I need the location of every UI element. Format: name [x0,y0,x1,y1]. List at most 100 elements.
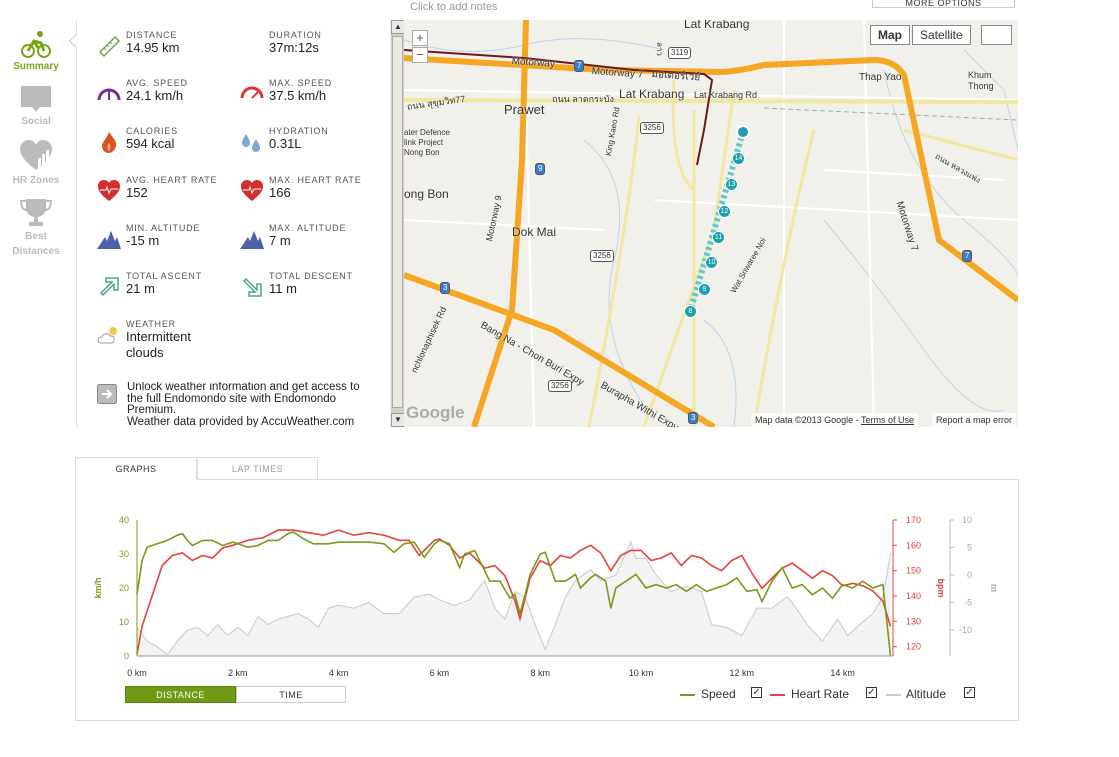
road-shield: 3256 [590,250,614,262]
legend-heart-rate-label: Heart Rate [791,687,850,701]
heart-chart-icon [20,140,52,170]
graphs-panel [75,479,1019,721]
more-options-button[interactable]: MORE OPTIONS [872,0,1015,8]
map-label-thong: Thong [968,81,994,91]
heart-rate-checkbox[interactable]: ✓ [866,687,877,698]
route-map[interactable]: 14 13 12 11 10 9 8 Lat Krabang Motorway Motorway… [404,20,1018,427]
bike-icon [21,31,51,58]
scrollbar[interactable]: ▲ ▼ [390,20,405,427]
map-label-dok-mai: Dok Mai [512,225,557,239]
map-label-thap-yao: Thap Yao [859,72,902,83]
terms-of-use-link[interactable]: Terms of Use [860,415,914,425]
hr-tick-label: 120 [906,642,921,652]
stat-value: 7 m [269,232,291,248]
hr-tick-label: 150 [906,566,921,576]
stat-weather: WEATHER Intermittent clouds [97,319,237,360]
scroll-thumb[interactable] [392,36,403,408]
zoom-out-button[interactable]: − [412,47,428,63]
legend-heart-rate-swatch [770,694,785,696]
premium-promo[interactable]: Unlock weather information and get acces… [97,382,372,427]
stat-min-altitude: MIN. ALTITUDE -15 m [97,223,237,263]
scroll-down-button[interactable]: ▼ [391,413,405,427]
route-km-marker[interactable]: 14 [732,152,745,165]
map-type-satellite-button[interactable]: Satellite [912,25,971,45]
map-type-map-button[interactable]: Map [870,25,910,45]
notes-input[interactable]: Click to add notes [410,1,498,13]
flame-icon [102,132,117,154]
altitude-tick-label: 0 [967,570,972,580]
altitude-tick-label: -10 [959,625,972,635]
stat-label: MAX. SPEED [269,78,333,89]
stat-value: 594 kcal [126,136,175,152]
route-km-marker[interactable]: 8 [684,305,697,318]
sidebar-label: Social [21,116,51,127]
road-shield: 9 [535,163,546,175]
ruler-icon [98,35,121,58]
hr-tick-label: 160 [906,540,921,550]
heart-rate-line [136,529,892,655]
sidebar-label: Summary [13,61,59,72]
report-map-error-link[interactable]: Report a map error [931,413,1016,427]
map-attribution: Map data ©2013 Google - Terms of Use [750,413,918,427]
map-label-lk-rd: Lat Krabang Rd [694,90,758,100]
heart-pulse-icon [98,179,120,201]
x-tick-label: 8 km [530,668,550,678]
map-label-lat-krabang-top: Lat Krabang [684,20,750,31]
sidebar-item-social[interactable]: Social [0,85,72,127]
stat-label: AVG. SPEED [126,78,188,89]
toggle-distance-button[interactable]: DISTANCE [125,686,236,703]
arrow-up-right-icon [99,277,119,297]
map-label-ong-bon: ong Bon [404,187,449,201]
stat-label: CALORIES [126,126,178,137]
x-tick-label: 14 km [830,668,855,678]
stat-avg-heart-rate: AVG. HEART RATE 152 [97,175,237,215]
stat-label: HYDRATION [269,126,329,137]
scroll-up-button[interactable]: ▲ [391,20,405,34]
heart-pulse-icon [241,179,263,201]
speed-checkbox[interactable]: ✓ [751,687,762,698]
speed-tick-label: 40 [119,515,129,525]
x-tick-label: 10 km [629,668,654,678]
speed-line [136,531,892,657]
speech-bubble-icon [21,86,51,112]
road-shield: 3256 [548,380,572,392]
sidebar-item-best-distances[interactable]: Best Distances [0,198,72,257]
stat-value: 11 m [269,281,297,296]
stat-label: WEATHER [126,319,176,330]
route-km-marker[interactable]: 10 [705,256,718,269]
stat-value: 24.1 km/h [126,88,184,104]
route-km-marker[interactable]: 9 [698,283,711,296]
sidebar-item-hr-zones[interactable]: HR Zones [0,140,72,186]
speedometer-icon [97,88,121,101]
route-km-marker[interactable]: 12 [718,205,731,218]
stat-max-speed: MAX. SPEED 37.5 km/h [240,78,380,118]
stat-distance: DISTANCE 14.95 km [97,30,237,70]
stat-calories: CALORIES 594 kcal [97,126,237,166]
cloud-sun-icon [97,327,117,344]
toggle-time-button[interactable]: TIME [236,686,346,703]
legend-altitude-label: Altitude [906,687,947,701]
map-label-prawet: Prawet [504,102,545,117]
stat-label: MIN. ALTITUDE [126,222,201,233]
sidebar-item-summary[interactable]: Summary [0,30,72,72]
route-km-marker[interactable]: 11 [712,231,725,244]
tab-lap-times[interactable]: LAP TIMES [197,457,318,480]
speed-tick-label: 0 [124,651,129,661]
legend-speed-label: Speed [701,687,736,701]
stat-label: AVG. HEART RATE [126,174,218,185]
altitude-tick-label: -5 [964,598,972,608]
zoom-in-button[interactable]: + [412,30,428,46]
promo-text: Unlock weather information and get acces… [127,382,360,416]
road-shield: 3119 [668,47,692,59]
divider [76,20,77,427]
hr-tick-label: 170 [906,515,921,525]
altitude-checkbox[interactable]: ✓ [964,687,975,698]
road-shield: 7 [574,60,585,72]
google-logo: Google [406,403,465,422]
tab-graphs[interactable]: GRAPHS [75,457,197,480]
sidebar-label: Distances [12,246,60,257]
route-km-marker[interactable]: 13 [725,178,738,191]
fullscreen-button[interactable] [981,25,1012,45]
altitude-axis-label: m [989,584,999,592]
stat-hydration: HYDRATION 0.31L [240,126,380,166]
